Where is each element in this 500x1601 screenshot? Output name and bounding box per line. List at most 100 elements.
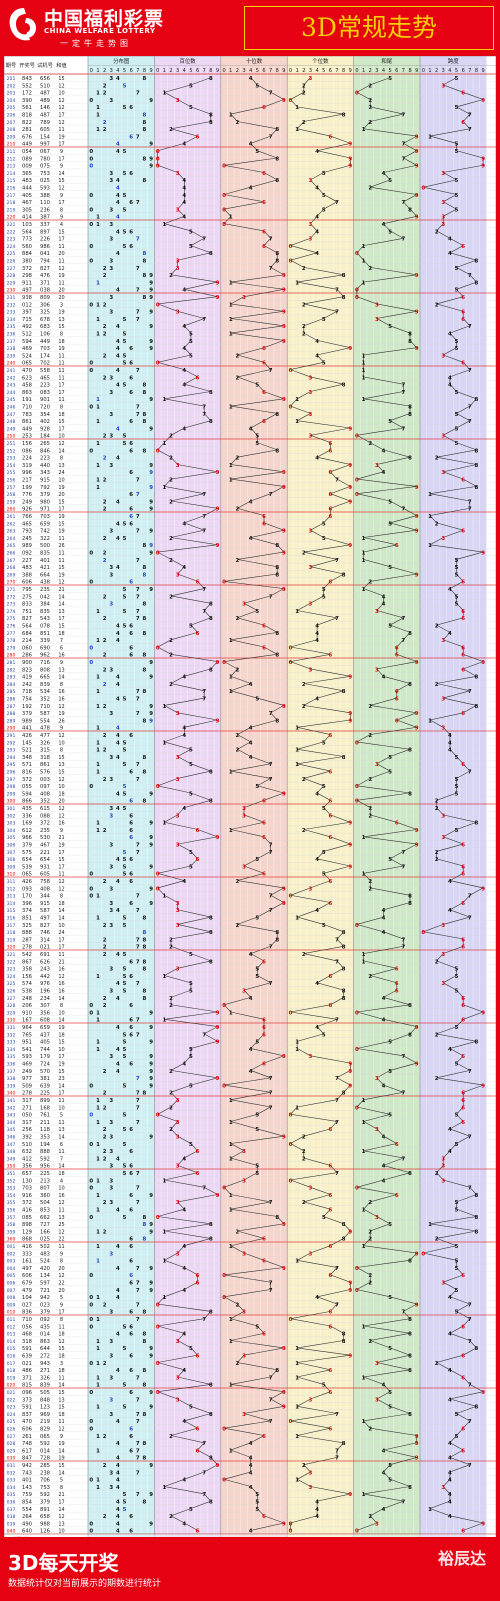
row-sum: 14	[58, 908, 64, 914]
row-issue: 331	[7, 1025, 16, 1031]
digit-mark-distribution: 7	[136, 1105, 140, 1111]
digit-mark-sum-tail: 6	[395, 967, 399, 973]
row-draw-number: 444	[22, 186, 33, 192]
digit-mark-distribution: 6	[129, 857, 133, 863]
digit-mark-units: 5	[322, 872, 326, 878]
digit-mark-tens: 8	[275, 572, 279, 578]
digit-mark-tens: 9	[282, 886, 286, 892]
row-issue: 326	[7, 989, 16, 995]
digit-mark-sum-tail: 3	[375, 762, 379, 768]
row-trial-number: 665	[40, 675, 50, 681]
digit-mark-tens: 5	[255, 1113, 259, 1119]
row-issue: 336	[7, 1062, 16, 1068]
digit-mark-tens: 2	[236, 375, 240, 381]
digit-mark-hundreds: 7	[202, 1317, 206, 1323]
digit-mark-span: 4	[448, 1397, 452, 1403]
digit-mark-units: 6	[328, 507, 332, 513]
digit-mark-span: 5	[455, 412, 459, 418]
digit-mark-distribution: 5	[123, 1383, 127, 1389]
digit-mark-tens: 0	[222, 1186, 226, 1192]
digit-mark-distribution: 2	[103, 332, 107, 338]
digit-mark-distribution: 2	[103, 434, 107, 440]
digit-mark-units: 5	[322, 740, 326, 746]
digit-mark-distribution: 7	[136, 1076, 140, 1082]
row-sum: 10	[58, 1047, 64, 1053]
row-trial-number: 168	[40, 1105, 50, 1111]
row-trial-number: 626	[40, 959, 50, 965]
digit-mark-distribution: 0	[89, 872, 93, 878]
row-draw-number: 348	[22, 755, 32, 761]
row-trial-number: 839	[40, 682, 50, 688]
digit-mark-distribution: 7	[136, 1302, 140, 1308]
row-issue: 017	[7, 1361, 16, 1367]
digit-mark-units: 8	[342, 1441, 346, 1447]
digit-mark-distribution: 4	[116, 1441, 120, 1447]
digit-mark-span: 5	[455, 76, 459, 82]
digit-mark-tens: 9	[282, 901, 286, 907]
row-draw-number: 916	[22, 1193, 32, 1199]
digit-mark-tens: 0	[222, 580, 226, 586]
digit-mark-distribution: 8	[143, 419, 147, 425]
row-issue: 244	[7, 390, 16, 396]
row-issue: 217	[7, 193, 16, 199]
digit-mark-distribution: 4	[116, 755, 120, 761]
row-sum: 25	[58, 1222, 64, 1228]
digit-mark-distribution: 4	[116, 1288, 120, 1294]
digit-mark-sum-tail: 0	[355, 923, 359, 929]
row-trial-number: 761	[40, 1113, 50, 1119]
digit-mark-sum-tail: 8	[408, 1171, 412, 1177]
row-draw-number: 287	[22, 937, 32, 943]
digit-mark-hundreds: 6	[196, 857, 200, 863]
digit-mark-units: 7	[335, 616, 339, 622]
digit-mark-tens: 7	[269, 1397, 273, 1403]
digit-mark-distribution: 4	[116, 726, 120, 732]
row-draw-number: 248	[22, 996, 32, 1002]
digit-mark-sum-tail: 8	[408, 894, 412, 900]
digit-mark-units: 9	[348, 142, 352, 148]
digit-mark-hundreds: 3	[176, 967, 180, 973]
digit-mark-tens: 0	[222, 1083, 226, 1089]
digit-mark-distribution: 2	[103, 667, 107, 673]
digit-mark-hundreds: 5	[189, 1405, 193, 1411]
digit-mark-distribution: 0	[89, 1478, 93, 1484]
row-trial-number: 808	[40, 667, 50, 673]
digit-mark-tens: 1	[229, 302, 233, 308]
digit-mark-units: 9	[348, 1281, 352, 1287]
row-sum: 11	[58, 361, 64, 367]
digit-mark-distribution: 6	[129, 1025, 133, 1031]
digit-mark-units: 0	[289, 1521, 293, 1527]
digit-mark-units: 0	[289, 1142, 293, 1148]
digit-mark-distribution: 8	[143, 383, 147, 389]
digit-mark-tens: 9	[282, 397, 286, 403]
digit-mark-tens: 1	[229, 463, 233, 469]
digit-mark-distribution: 6	[129, 828, 133, 834]
digit-mark-sum-tail: 6	[395, 989, 399, 995]
row-issue: 035	[7, 1492, 16, 1498]
digit-mark-distribution: 4	[116, 1470, 120, 1476]
row-issue: 239	[7, 353, 16, 359]
digit-mark-distribution: 4	[116, 1156, 120, 1162]
digit-mark-span: 7	[468, 499, 472, 505]
digit-mark-distribution: 0	[89, 1361, 93, 1367]
row-draw-number: 926	[22, 507, 32, 513]
digit-mark-distribution: 9	[149, 821, 153, 827]
row-issue: 040	[7, 1529, 16, 1535]
digit-mark-sum-tail: 5	[388, 1463, 392, 1469]
digit-mark-tens: 2	[236, 748, 240, 754]
digit-mark-distribution: 4	[116, 981, 120, 987]
digit-mark-span: 7	[468, 1317, 472, 1323]
digit-mark-tens: 4	[249, 186, 253, 192]
row-sum: 15	[58, 565, 64, 571]
digit-mark-span: 3	[441, 813, 445, 819]
row-trial-number: 097	[40, 784, 50, 790]
digit-mark-tens: 4	[249, 1456, 253, 1462]
row-draw-number: 317	[22, 1120, 32, 1126]
row-trial-number: 339	[40, 638, 50, 644]
digit-mark-distribution: 3	[109, 1339, 113, 1345]
row-draw-number: 465	[22, 521, 32, 527]
digit-mark-units: 9	[348, 1229, 352, 1235]
row-sum: 14	[58, 1507, 64, 1513]
row-issue: 281	[7, 660, 16, 666]
digit-mark-tens: 1	[229, 332, 233, 338]
